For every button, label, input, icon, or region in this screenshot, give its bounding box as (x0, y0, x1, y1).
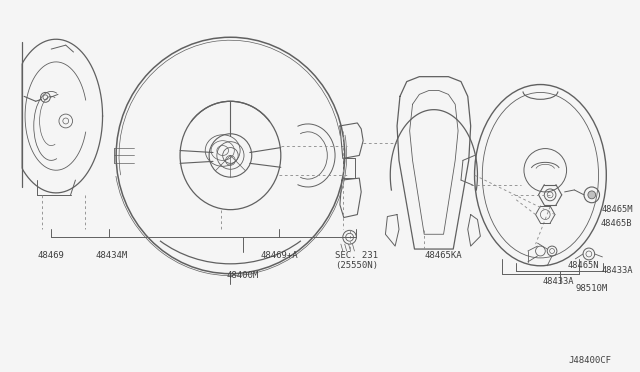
Text: 48433A: 48433A (542, 277, 574, 286)
Text: 48465B: 48465B (600, 219, 632, 228)
Text: 48465N: 48465N (568, 261, 599, 270)
Text: (25550N): (25550N) (335, 261, 378, 270)
Text: 48434M: 48434M (95, 251, 127, 260)
Circle shape (588, 191, 596, 199)
Text: 48465M: 48465M (602, 205, 633, 214)
Text: 48465KA: 48465KA (425, 251, 462, 260)
Text: 48433A: 48433A (602, 266, 633, 275)
Text: SEC. 231: SEC. 231 (335, 251, 378, 260)
Text: J48400CF: J48400CF (568, 356, 611, 365)
Text: 48469: 48469 (38, 251, 65, 260)
Text: 48400M: 48400M (227, 271, 259, 280)
Text: 48469+A: 48469+A (260, 251, 298, 260)
Text: 98510M: 98510M (575, 283, 608, 292)
